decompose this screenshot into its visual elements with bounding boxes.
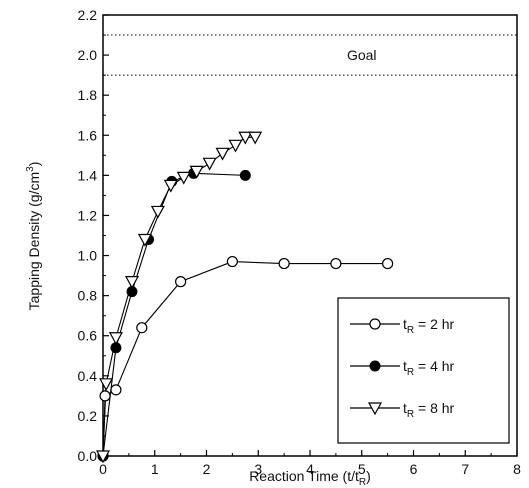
y-axis-label-end: ) (26, 162, 42, 167)
x-axis-label-main: Reaction Time (t/t (249, 468, 359, 484)
y-tick-label: 1.6 (78, 127, 98, 143)
x-tick-label: 3 (254, 461, 262, 477)
data-point-series-1 (226, 255, 238, 268)
x-axis-label: Reaction Time (t/tR) (249, 468, 371, 488)
x-axis-label-sub: R (359, 477, 366, 488)
y-tick-label: 0.0 (78, 448, 98, 464)
legend: tR = 2 hr tR = 4 hr tR = 8 hr (337, 297, 510, 444)
x-tick-label: 1 (151, 461, 159, 477)
x-tick-label: 5 (358, 461, 366, 477)
series-line-2 (103, 172, 246, 456)
data-point-series-3 (163, 179, 178, 193)
markers-group (95, 131, 394, 464)
y-axis-label: Tapping Density (g/cm3) (25, 162, 42, 311)
goal-label: Goal (347, 47, 377, 63)
legend-marker (367, 402, 383, 416)
y-tick-label: 0.6 (78, 328, 98, 344)
data-point-series-3 (202, 157, 217, 171)
legend-box (337, 297, 510, 444)
data-point-series-1 (330, 257, 342, 270)
series-line-3 (103, 136, 256, 456)
legend-label: tR = 8 hr (403, 400, 455, 420)
y-tick-label: 1.8 (78, 87, 98, 103)
data-point-series-1 (175, 276, 187, 288)
y-tick-label: 1.2 (78, 207, 98, 223)
y-tick-label: 2.0 (78, 47, 98, 63)
y-tick-label: 0.8 (78, 288, 98, 304)
y-tick-label: 0.4 (78, 368, 98, 384)
data-point-series-3 (150, 205, 165, 219)
y-axis-label-sup: 3 (25, 166, 36, 172)
data-point-series-3 (248, 131, 263, 145)
data-point-series-1 (136, 322, 148, 334)
legend-marker (369, 318, 381, 330)
y-axis-label-main: Tapping Density (g/cm (26, 172, 42, 311)
data-point-series-1 (382, 257, 394, 270)
legend-marker (369, 360, 381, 372)
data-point-series-3 (124, 276, 139, 289)
x-tick-label: 0 (99, 461, 107, 477)
y-tick-label: 2.2 (78, 7, 98, 23)
data-point-series-3 (176, 171, 191, 185)
data-point-series-3 (99, 378, 114, 392)
data-point-series-3 (95, 450, 111, 464)
x-tick-label: 2 (203, 461, 211, 477)
data-point-series-2 (239, 169, 251, 181)
data-point-series-3 (108, 332, 123, 345)
data-point-series-1 (278, 257, 290, 270)
data-point-series-3 (189, 165, 204, 179)
x-axis: 0 1 2 3 4 5 6 7 8 (99, 450, 521, 477)
data-point-series-3 (215, 147, 230, 161)
legend-label: tR = 4 hr (403, 358, 455, 378)
y-tick-label: 1.0 (78, 248, 98, 264)
goal-band: Goal (103, 34, 517, 76)
data-point-series-3 (228, 139, 243, 153)
y-tick-label: 0.2 (78, 408, 98, 424)
x-axis-label-end: ) (366, 468, 371, 484)
legend-label: tR = 2 hr (403, 316, 455, 336)
x-tick-label: 7 (461, 461, 469, 477)
x-tick-label: 6 (410, 461, 418, 477)
data-point-series-1 (110, 384, 122, 396)
y-tick-label: 1.4 (78, 167, 98, 183)
x-tick-label: 4 (306, 461, 314, 477)
x-tick-label: 8 (513, 461, 521, 477)
data-point-series-3 (137, 233, 152, 247)
data-point-series-1 (99, 390, 111, 402)
data-point-series-3 (238, 131, 253, 145)
